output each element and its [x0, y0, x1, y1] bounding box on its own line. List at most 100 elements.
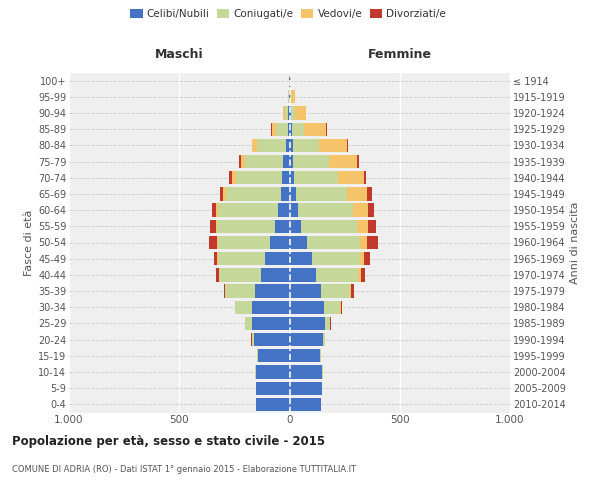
Bar: [235, 300, 253, 314]
Bar: [283, 106, 285, 120]
Bar: [356, 220, 368, 233]
Bar: [245, 155, 283, 168]
Bar: [353, 204, 368, 217]
Bar: [288, 122, 290, 136]
Bar: [290, 188, 296, 200]
Bar: [220, 188, 223, 200]
Bar: [312, 252, 360, 266]
Bar: [338, 171, 364, 184]
Bar: [360, 252, 364, 266]
Bar: [256, 366, 290, 378]
Y-axis label: Anni di nascita: Anni di nascita: [570, 201, 580, 283]
Bar: [290, 204, 298, 217]
Bar: [223, 188, 226, 200]
Bar: [290, 366, 322, 378]
Bar: [364, 171, 366, 184]
Bar: [326, 122, 327, 136]
Bar: [292, 122, 304, 136]
Bar: [239, 155, 241, 168]
Bar: [295, 171, 338, 184]
Bar: [290, 236, 307, 249]
Bar: [290, 220, 301, 233]
Bar: [232, 171, 236, 184]
Bar: [215, 220, 217, 233]
Bar: [209, 236, 217, 249]
Bar: [340, 300, 341, 314]
Y-axis label: Fasce di età: Fasce di età: [23, 210, 34, 276]
Bar: [218, 236, 270, 249]
Bar: [218, 252, 265, 266]
Bar: [217, 252, 218, 266]
Bar: [256, 382, 290, 395]
Bar: [368, 220, 376, 233]
Bar: [307, 236, 360, 249]
Bar: [290, 268, 316, 281]
Bar: [257, 349, 258, 362]
Bar: [290, 106, 295, 120]
Bar: [251, 333, 254, 346]
Bar: [293, 155, 329, 168]
Bar: [319, 138, 347, 152]
Bar: [290, 252, 312, 266]
Legend: Celibi/Nubili, Coniugati/e, Vedovi/e, Divorziati/e: Celibi/Nubili, Coniugati/e, Vedovi/e, Di…: [126, 5, 450, 24]
Bar: [290, 300, 325, 314]
Bar: [325, 317, 330, 330]
Bar: [217, 220, 275, 233]
Bar: [321, 284, 350, 298]
Text: Femmine: Femmine: [368, 48, 432, 61]
Bar: [252, 138, 253, 152]
Bar: [283, 171, 290, 184]
Bar: [270, 236, 290, 249]
Bar: [292, 90, 295, 104]
Text: Maschi: Maschi: [155, 48, 203, 61]
Bar: [290, 171, 295, 184]
Bar: [281, 188, 290, 200]
Bar: [253, 138, 257, 152]
Bar: [275, 122, 288, 136]
Bar: [212, 204, 215, 217]
Bar: [214, 252, 217, 266]
Bar: [220, 268, 261, 281]
Bar: [278, 204, 290, 217]
Bar: [286, 138, 290, 152]
Bar: [290, 317, 325, 330]
Bar: [367, 188, 371, 200]
Bar: [290, 284, 321, 298]
Bar: [272, 122, 275, 136]
Bar: [283, 155, 290, 168]
Bar: [341, 300, 342, 314]
Bar: [217, 236, 218, 249]
Text: COMUNE DI ADRIA (RO) - Dati ISTAT 1° gennaio 2015 - Elaborazione TUTTITALIA.IT: COMUNE DI ADRIA (RO) - Dati ISTAT 1° gen…: [12, 465, 356, 474]
Bar: [352, 284, 353, 298]
Bar: [285, 106, 289, 120]
Bar: [293, 138, 319, 152]
Bar: [364, 252, 370, 266]
Bar: [361, 268, 365, 281]
Bar: [347, 138, 348, 152]
Bar: [241, 155, 245, 168]
Bar: [261, 268, 290, 281]
Bar: [320, 349, 321, 362]
Bar: [275, 220, 290, 233]
Bar: [251, 317, 290, 330]
Bar: [257, 138, 286, 152]
Bar: [236, 171, 283, 184]
Bar: [290, 349, 320, 362]
Bar: [298, 204, 353, 217]
Bar: [226, 188, 281, 200]
Bar: [290, 333, 323, 346]
Bar: [316, 268, 358, 281]
Bar: [256, 284, 290, 298]
Bar: [347, 188, 367, 200]
Bar: [258, 349, 290, 362]
Bar: [215, 204, 218, 217]
Bar: [325, 300, 340, 314]
Bar: [225, 284, 256, 298]
Bar: [290, 90, 292, 104]
Bar: [358, 268, 361, 281]
Bar: [289, 106, 290, 120]
Bar: [323, 333, 325, 346]
Bar: [245, 317, 251, 330]
Bar: [215, 268, 219, 281]
Bar: [290, 122, 292, 136]
